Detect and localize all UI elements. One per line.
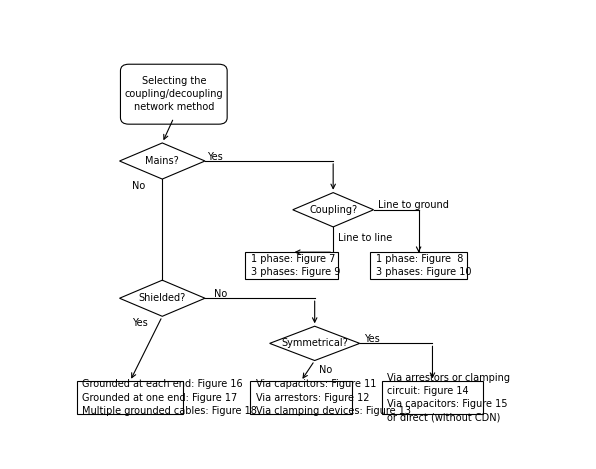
Text: Yes: Yes: [364, 334, 380, 344]
Text: 1 phase: Figure  8
3 phases: Figure 10: 1 phase: Figure 8 3 phases: Figure 10: [375, 254, 471, 277]
Bar: [246, 252, 338, 279]
Text: Yes: Yes: [132, 318, 148, 328]
FancyBboxPatch shape: [120, 64, 227, 124]
Text: Grounded at each end: Figure 16
Grounded at one end: Figure 17
Multiple grounded: Grounded at each end: Figure 16 Grounded…: [82, 379, 257, 416]
Bar: [370, 252, 467, 279]
Text: Via capacitors: Figure 11
Via arrestors: Figure 12
Via clamping devices: Figure : Via capacitors: Figure 11 Via arrestors:…: [256, 379, 411, 416]
Text: No: No: [132, 181, 145, 190]
Text: Mains?: Mains?: [145, 156, 179, 166]
Bar: [77, 381, 183, 414]
Text: Via arrestors or clamping
circuit: Figure 14
Via capacitors: Figure 15
or direct: Via arrestors or clamping circuit: Figur…: [387, 373, 510, 423]
Bar: [381, 381, 483, 414]
Polygon shape: [269, 326, 360, 361]
Text: Symmetrical?: Symmetrical?: [281, 338, 348, 348]
Polygon shape: [120, 143, 205, 179]
Bar: [250, 381, 352, 414]
Text: 1 phase: Figure 7
3 phases: Figure 9: 1 phase: Figure 7 3 phases: Figure 9: [251, 254, 340, 277]
Text: Line to ground: Line to ground: [378, 200, 449, 211]
Polygon shape: [293, 193, 374, 227]
Polygon shape: [120, 280, 205, 316]
Text: Yes: Yes: [207, 151, 223, 162]
Text: Shielded?: Shielded?: [139, 293, 186, 303]
Text: No: No: [214, 289, 228, 299]
Text: Selecting the
coupling/decoupling
network method: Selecting the coupling/decoupling networ…: [125, 76, 223, 113]
Text: Line to line: Line to line: [338, 233, 392, 243]
Text: No: No: [319, 364, 333, 375]
Text: Coupling?: Coupling?: [309, 205, 357, 215]
